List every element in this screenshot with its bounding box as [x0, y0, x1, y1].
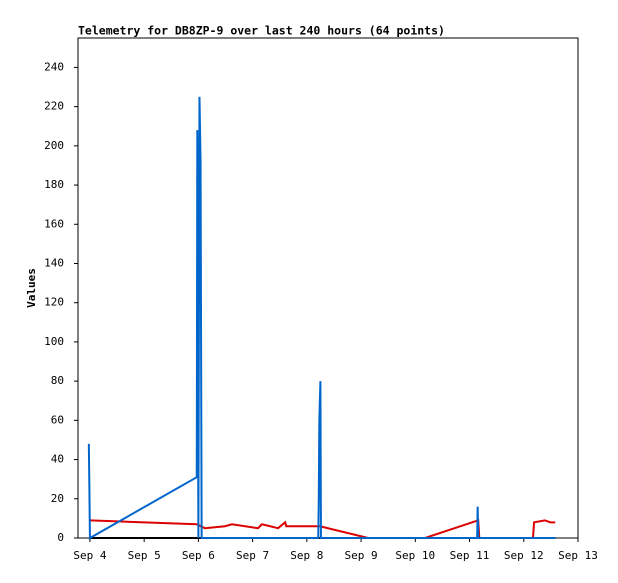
y-tick-label: 140: [44, 256, 64, 269]
series-line: [87, 96, 556, 540]
x-tick-label: Sep 9: [345, 549, 378, 562]
x-tick-label: Sep 6: [182, 549, 215, 562]
y-tick-label: 80: [51, 374, 64, 387]
x-tick-label: Sep 5: [128, 549, 161, 562]
x-tick-label: Sep 10: [395, 549, 435, 562]
y-tick-label: 240: [44, 60, 64, 73]
series-line: [89, 518, 556, 539]
y-tick-label: 180: [44, 178, 64, 191]
y-tick-label: 220: [44, 100, 64, 113]
y-tick-label: 20: [51, 492, 64, 505]
y-tick-label: 0: [57, 531, 64, 544]
y-tick-label: 200: [44, 139, 64, 152]
x-tick-label: Sep 7: [236, 549, 269, 562]
y-tick-label: 120: [44, 296, 64, 309]
x-tick-label: Sep 12: [504, 549, 544, 562]
x-tick-label: Sep 13: [558, 549, 598, 562]
chart-title: Telemetry for DB8ZP-9 over last 240 hour…: [78, 24, 445, 38]
x-tick-label: Sep 11: [450, 549, 490, 562]
x-tick-label: Sep 8: [290, 549, 323, 562]
y-tick-label: 100: [44, 335, 64, 348]
x-tick-label: Sep 4: [73, 549, 106, 562]
y-axis-label: Values: [25, 268, 38, 308]
y-tick-label: 40: [51, 453, 64, 466]
plot-frame: [77, 37, 579, 539]
y-tick-label: 160: [44, 217, 64, 230]
y-tick-label: 60: [51, 413, 64, 426]
